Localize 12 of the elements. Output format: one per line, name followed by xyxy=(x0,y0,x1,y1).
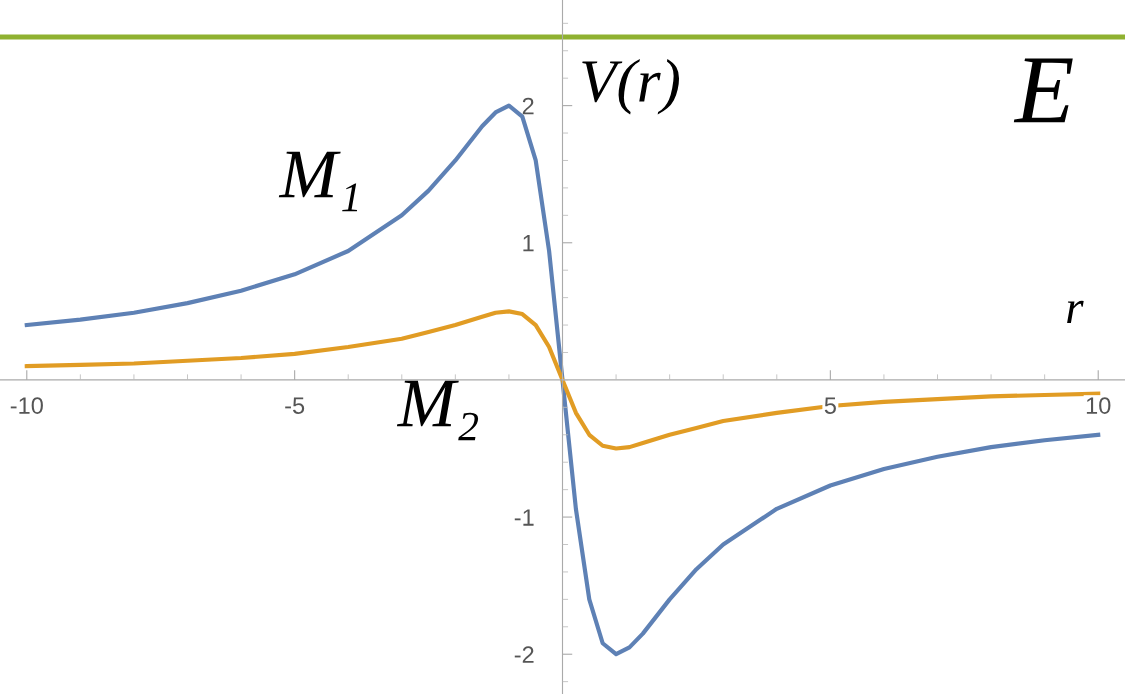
annotation: M₂ xyxy=(396,380,479,441)
y-axis-title: V(r) xyxy=(582,59,680,115)
y-tick-label: 1 xyxy=(523,235,534,252)
y-tick-label: -1 xyxy=(514,509,534,526)
ref-line-label: E xyxy=(1013,58,1073,123)
x-tick-label: -5 xyxy=(285,397,305,414)
x-tick-label: 10 xyxy=(1086,397,1111,414)
x-tick-label: -10 xyxy=(10,397,43,414)
annotation: M₁ xyxy=(278,151,358,212)
y-tick-label: 2 xyxy=(522,97,534,115)
y-tick-label: -2 xyxy=(514,646,534,663)
x-axis-title: r xyxy=(1067,300,1084,324)
